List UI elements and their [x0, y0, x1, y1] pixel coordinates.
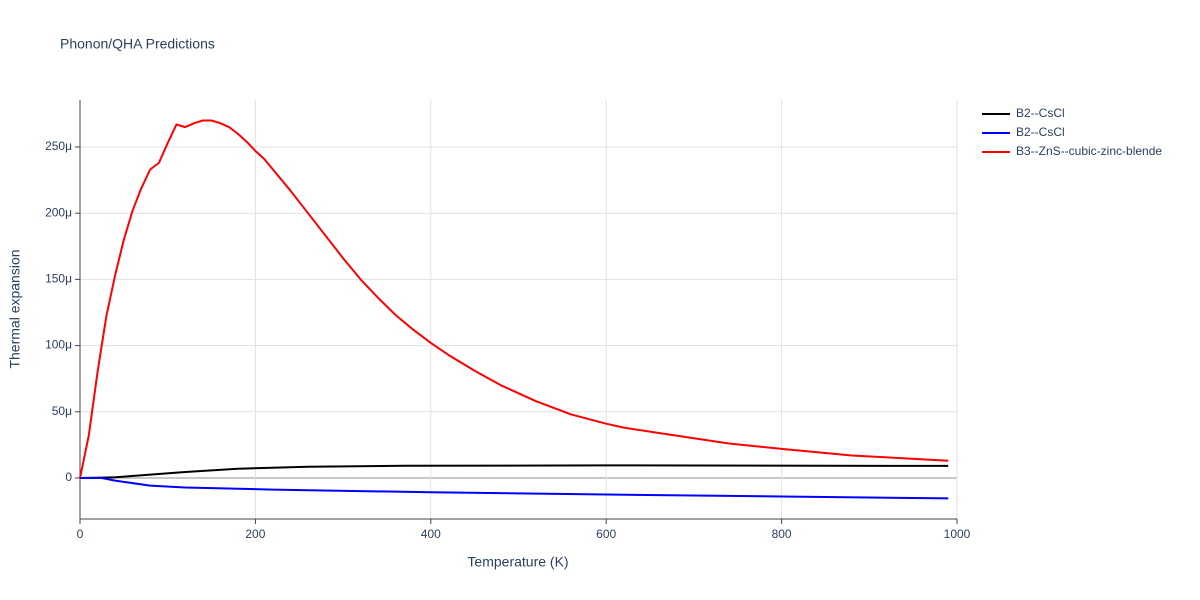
chart-title: Phonon/QHA Predictions: [60, 36, 215, 52]
y-tick-label: 200μ: [45, 205, 72, 219]
x-tick-label: 400: [421, 527, 441, 541]
legend-label: B2--CsCl: [1016, 125, 1065, 139]
y-axis-title: Thermal expansion: [7, 249, 23, 368]
x-tick-label: 600: [596, 527, 616, 541]
x-tick-label: 0: [77, 527, 84, 541]
y-tick-label: 150μ: [45, 272, 72, 286]
y-tick-label: 100μ: [45, 338, 72, 352]
y-tick-label: 50μ: [52, 404, 72, 418]
x-tick-label: 1000: [944, 527, 971, 541]
x-tick-label: 200: [245, 527, 265, 541]
series-line: [79, 119, 949, 479]
x-axis-title: Temperature (K): [467, 554, 568, 570]
y-tick-label: 250μ: [45, 139, 72, 153]
series-line: [80, 476, 949, 500]
legend-label: B3--ZnS--cubic-zinc-blende: [1016, 144, 1162, 158]
y-tick-label: 0: [65, 470, 72, 484]
x-tick-label: 800: [772, 527, 792, 541]
series-line: [79, 464, 949, 479]
legend-label: B2--CsCl: [1016, 106, 1065, 120]
